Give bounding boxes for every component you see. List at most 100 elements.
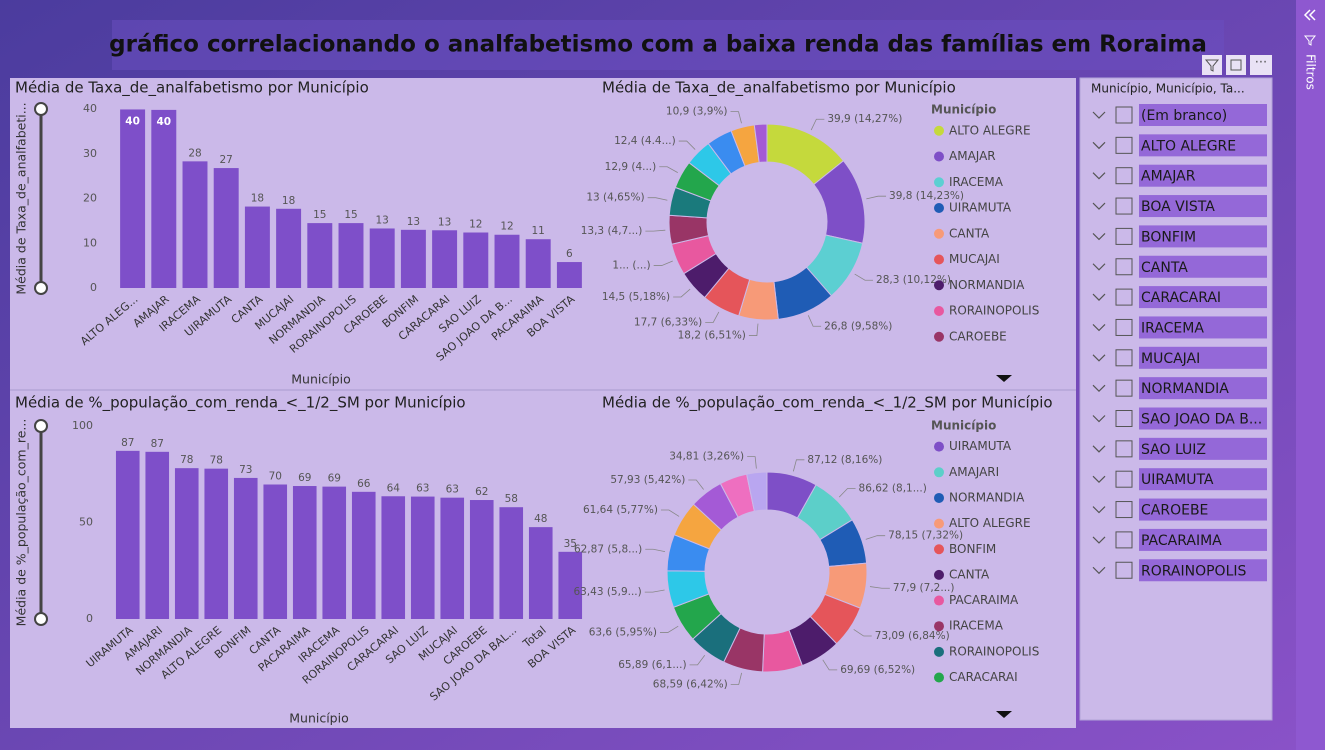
slicer-item[interactable]: MUCAJAI [1141,351,1200,367]
legend-label[interactable]: IRACEMA [949,619,1004,633]
slicer-item[interactable]: SAO LUIZ [1141,442,1206,458]
chevron[interactable] [1092,232,1106,241]
title-band [112,20,1224,70]
value-label: 66 [357,478,371,490]
filters-label[interactable]: Filtros [1304,54,1318,90]
slicer-item[interactable]: IRACEMA [1141,320,1204,336]
legend-label[interactable]: NORMANDIA [949,490,1025,504]
checkbox[interactable] [1115,531,1133,549]
legend-dot [934,151,944,162]
chevron[interactable] [1092,475,1106,484]
legend-label[interactable]: AMAJAR [949,149,996,163]
bar [494,234,520,288]
slider-handle[interactable] [34,102,48,116]
value-label: 69 [328,473,341,485]
checkbox[interactable] [1115,561,1133,579]
checkbox[interactable] [1115,410,1133,427]
chevron[interactable] [1092,536,1106,544]
chart-title: Média de %_população_com_renda_<_1/2_SM … [15,394,466,413]
chevron[interactable] [1092,566,1106,575]
slicer-item[interactable]: BOA VISTA [1141,199,1215,215]
chevron[interactable] [1092,415,1106,423]
value-label: 40 [125,115,140,127]
visual-header-icons[interactable]: ··· [1202,55,1272,75]
filter-icon[interactable] [1202,55,1222,75]
value-label: 64 [387,482,401,494]
more-icon[interactable] [1250,55,1272,75]
legend-label[interactable]: CANTA [949,567,990,581]
value-label: 87 [151,438,164,450]
chevron[interactable] [1092,506,1106,514]
checkbox[interactable] [1115,318,1133,336]
checkbox[interactable] [1115,288,1133,306]
checkbox[interactable] [1115,501,1133,519]
legend-label[interactable]: CARACARAI [949,670,1018,684]
chevron[interactable] [1092,384,1106,392]
data-label: 57,93 (5,42%) [610,474,685,486]
item-highlight [1139,134,1267,157]
legend-label[interactable]: AMAJARI [949,465,999,479]
chevron[interactable] [1092,354,1106,362]
chevron[interactable] [1092,141,1106,150]
legend-label[interactable]: ALTO ALEGRE [949,123,1031,137]
legend-label[interactable]: IRACEMA [949,175,1004,189]
chevron[interactable] [1092,324,1106,332]
checkbox[interactable] [1115,106,1133,124]
checkbox[interactable] [1115,440,1133,458]
checkbox[interactable] [1115,227,1133,245]
legend-label[interactable]: UIRAMUTA [949,201,1012,215]
checkbox[interactable] [1115,379,1133,397]
legend-label[interactable]: RORAINOPOLIS [949,644,1039,658]
legend-label[interactable]: ALTO ALEGRE [949,516,1031,530]
slicer-item[interactable]: CAROEBE [1141,503,1208,519]
legend-label[interactable]: CANTA [949,226,990,240]
legend-label[interactable]: CAROEBE [949,329,1007,343]
slider-handle[interactable] [34,281,48,295]
slicer-item[interactable]: SAO JOAO DA B... [1141,412,1262,428]
focus-icon[interactable] [1226,55,1246,75]
legend-label[interactable]: RORAINOPOLIS [949,304,1039,318]
slicer-item[interactable]: CANTA [1141,260,1188,276]
checkbox[interactable] [1115,470,1133,488]
legend-label[interactable]: BONFIM [949,542,996,556]
slider-handle[interactable] [34,612,48,626]
legend-scroll[interactable] [996,711,1012,718]
slicer-item[interactable]: CARACARAI [1141,290,1221,306]
chevron[interactable] [1092,172,1106,180]
bar [115,450,140,619]
checkbox[interactable] [1115,197,1133,215]
slider-handle[interactable] [34,419,48,433]
checkbox[interactable] [1115,349,1133,367]
legend-label[interactable]: MUCAJAI [949,252,1000,266]
filter-pane-icon [1303,35,1317,46]
slicer-item[interactable]: (Em branco) [1141,108,1227,124]
legend-label[interactable]: UIRAMUTA [949,439,1012,453]
bar [263,484,288,619]
chevron[interactable] [1092,293,1106,301]
slicer-item[interactable]: ALTO ALEGRE [1141,138,1236,154]
chevron[interactable] [1092,111,1106,119]
slicer-item[interactable]: AMAJAR [1141,169,1196,185]
filters-pane[interactable] [1296,0,1325,750]
slicer-item[interactable]: UIRAMUTA [1141,472,1214,488]
legend-label[interactable]: PACARAIMA [949,593,1019,607]
checkbox[interactable] [1115,258,1133,276]
chevron[interactable] [1092,263,1106,271]
slicer-item[interactable]: PACARAIMA [1141,533,1222,549]
y-tick-label: 100 [72,419,93,432]
bar [145,451,170,619]
bar [469,500,494,619]
legend-scroll[interactable] [996,375,1012,382]
data-label: 73,09 (6,84%) [875,630,950,642]
chevron[interactable] [1092,202,1106,210]
bar [410,496,435,619]
slicer-item[interactable]: RORAINOPOLIS [1141,563,1246,579]
checkbox[interactable] [1115,136,1133,154]
slicer-item[interactable]: BONFIM [1141,229,1196,245]
collapse-icon[interactable] [1303,9,1316,21]
chevron[interactable] [1092,445,1106,453]
legend-label[interactable]: NORMANDIA [949,278,1025,292]
legend-dot [934,331,944,342]
checkbox[interactable] [1115,167,1133,185]
slicer-item[interactable]: NORMANDIA [1141,381,1229,397]
